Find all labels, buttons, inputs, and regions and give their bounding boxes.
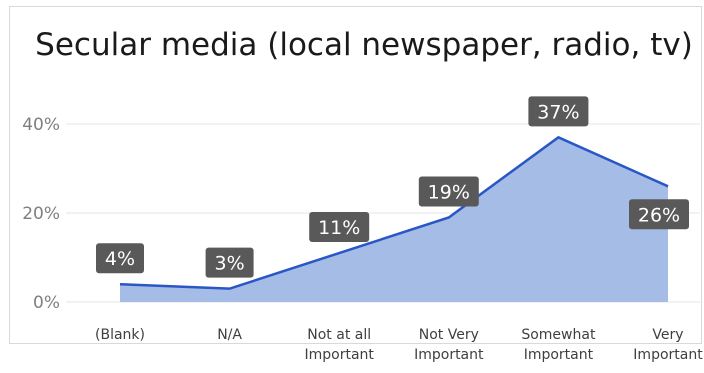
y-tick-label: 20% bbox=[22, 204, 60, 224]
data-label: 11% bbox=[309, 212, 370, 243]
series-line bbox=[119, 135, 669, 290]
y-tick-label: 0% bbox=[33, 293, 60, 313]
data-label: 4% bbox=[96, 243, 144, 274]
data-label: 37% bbox=[528, 96, 589, 127]
x-tick-label: Somewhat Important bbox=[521, 327, 596, 363]
x-tick-label: N/A bbox=[217, 327, 242, 343]
data-label: 19% bbox=[418, 176, 479, 207]
data-label-text: 26% bbox=[638, 204, 680, 226]
data-label-box bbox=[205, 247, 254, 278]
data-label-box bbox=[309, 212, 370, 243]
data-label-box bbox=[629, 199, 689, 230]
x-tick-label: (Blank) bbox=[95, 327, 145, 343]
data-label-text: 37% bbox=[537, 101, 579, 123]
y-tick-label: 40% bbox=[22, 115, 60, 135]
data-label: 3% bbox=[205, 247, 254, 278]
data-label-text: 3% bbox=[215, 253, 245, 275]
data-label-text: 19% bbox=[428, 181, 470, 203]
series-area bbox=[120, 137, 668, 302]
x-tick-label: Very Important bbox=[633, 327, 703, 363]
x-tick-label: Not Very Important bbox=[414, 327, 484, 363]
x-tick-label: Not at all Important bbox=[304, 327, 374, 363]
data-label-box bbox=[418, 176, 479, 207]
data-label: 26% bbox=[629, 199, 689, 230]
data-label-text: 11% bbox=[318, 217, 360, 239]
chart-title: Secular media (local newspaper, radio, t… bbox=[35, 27, 693, 63]
data-label-text: 4% bbox=[105, 248, 135, 270]
data-label-box bbox=[528, 96, 589, 127]
data-label-box bbox=[96, 243, 144, 274]
